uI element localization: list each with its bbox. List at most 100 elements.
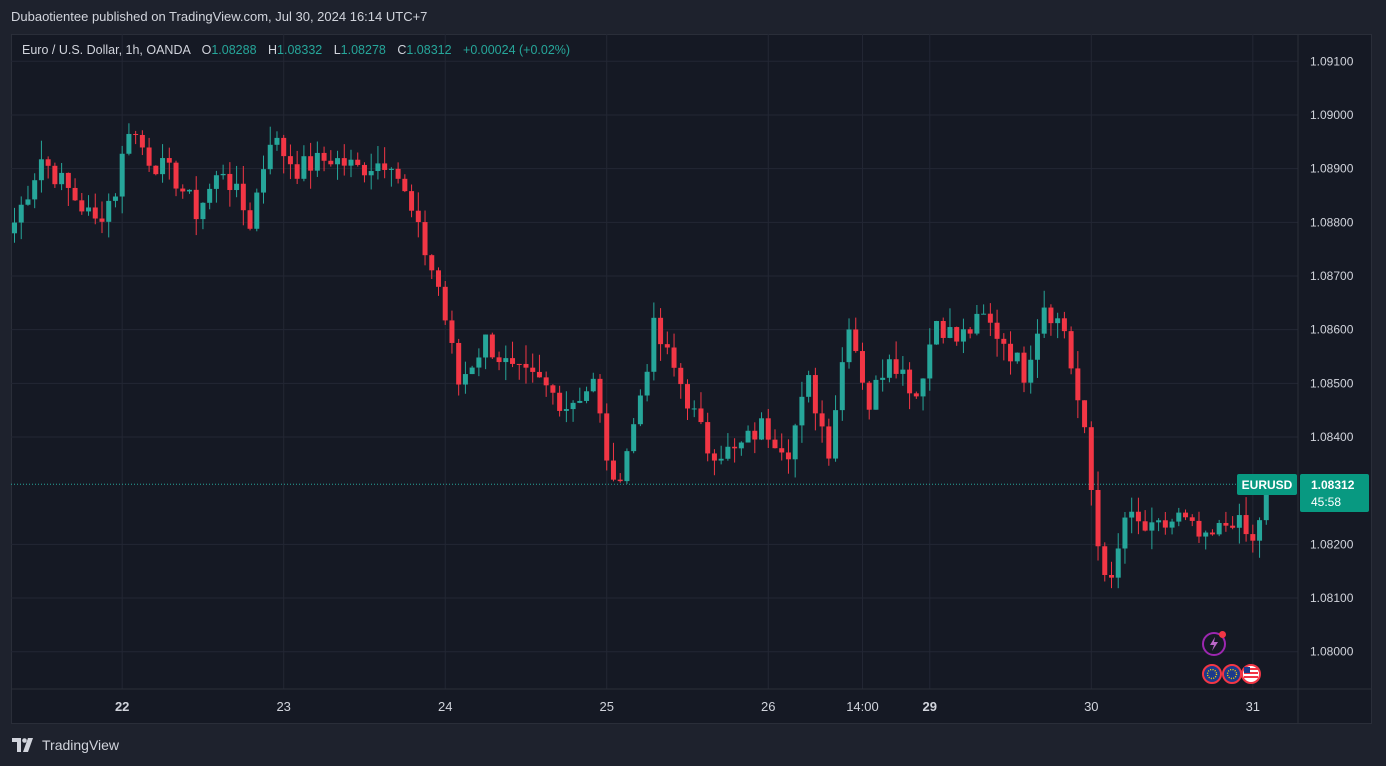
candle-body (99, 218, 105, 222)
candle-body (691, 408, 697, 410)
candle-body (38, 159, 44, 181)
candle-body (254, 192, 260, 229)
candle-body (139, 134, 145, 148)
open-value: 1.08288 (211, 43, 257, 57)
candle-body (213, 175, 219, 189)
price-tick-label: 1.08700 (1310, 269, 1354, 283)
candle-body (79, 200, 85, 212)
candle-body (1156, 520, 1162, 523)
candle-body (1102, 546, 1108, 575)
footer-bar (0, 724, 1386, 766)
candle-body (833, 410, 839, 459)
eu-flag-icon[interactable] (1202, 664, 1222, 684)
candle-body (489, 334, 495, 358)
candle-body (1243, 515, 1249, 535)
candle-body (658, 317, 664, 345)
chart-frame[interactable] (11, 34, 1372, 724)
candle-body (1209, 532, 1215, 535)
candle-body (166, 158, 172, 163)
candle-body (415, 210, 421, 223)
candle-body (1176, 512, 1182, 522)
candle-body (321, 152, 327, 161)
candle-body (1183, 512, 1189, 518)
candle-body (960, 329, 966, 342)
price-tag: 1.08312 45:58 (1300, 474, 1369, 512)
candle-body (839, 362, 845, 411)
candle-body (1129, 511, 1135, 518)
change-value: +0.00024 (+0.02%) (463, 43, 571, 57)
candle-body (59, 172, 65, 185)
candle-body (355, 159, 361, 165)
candle-body (496, 357, 502, 363)
candle-body (1115, 548, 1121, 578)
candle-body (72, 187, 78, 201)
candle-body (375, 163, 381, 172)
chart-canvas[interactable]: 1.09100 1.09000 1.08900 1.08800 1.08700 1.086… (0, 0, 1386, 724)
eu-flag-icon[interactable] (1222, 664, 1242, 684)
candle-body (987, 313, 993, 323)
candle-layer (12, 123, 1276, 589)
candle-body (476, 357, 482, 368)
candle-body (1263, 484, 1269, 521)
time-tick-label: 31 (1246, 699, 1260, 714)
flash-icon[interactable] (1202, 631, 1226, 656)
candle-body (1014, 352, 1020, 362)
price-tick-label: 1.08100 (1310, 591, 1354, 605)
candle-body (1075, 368, 1081, 401)
candle-body (738, 442, 744, 449)
candle-body (604, 413, 610, 461)
candle-body (785, 452, 791, 460)
candle-body (193, 189, 199, 220)
candle-body (274, 137, 280, 145)
candle-body (725, 446, 731, 459)
candle-body (590, 378, 596, 392)
candle-body (112, 196, 118, 201)
time-tick-label: 26 (761, 699, 775, 714)
candle-body (967, 329, 973, 334)
open-label: O (201, 43, 212, 57)
us-flag-icon[interactable] (1241, 664, 1261, 684)
candle-body (994, 322, 1000, 339)
candle-body (792, 425, 798, 460)
candle-body (92, 207, 98, 219)
candle-body (772, 439, 778, 449)
candle-body (25, 199, 31, 205)
candle-body (563, 409, 569, 411)
candle-body (247, 210, 253, 229)
price-tick-label: 1.08900 (1310, 162, 1354, 176)
candle-body (314, 152, 320, 171)
candle-body (261, 169, 267, 193)
price-tick-label: 1.08400 (1310, 430, 1354, 444)
candle-body (893, 359, 899, 374)
candle-body (1055, 318, 1061, 324)
candle-body (1162, 520, 1168, 528)
tradingview-brand[interactable]: TradingView (12, 737, 119, 753)
candle-body (469, 367, 475, 375)
candle-body (698, 408, 704, 423)
candle-body (106, 200, 112, 222)
bar-countdown: 45:58 (1311, 495, 1342, 509)
candle-body (557, 392, 563, 411)
high-value: 1.08332 (277, 43, 323, 57)
publisher-line: Dubaotientee published on TradingView.co… (11, 9, 428, 24)
candle-body (651, 317, 657, 372)
candle-body (880, 377, 886, 380)
candle-body (382, 163, 388, 170)
candle-body (577, 400, 583, 403)
candle-body (1034, 333, 1040, 360)
candle-body (422, 222, 428, 256)
candle-body (65, 172, 71, 188)
candle-body (1082, 400, 1088, 428)
candle-body (927, 344, 933, 379)
candle-body (543, 377, 549, 386)
candle-body (900, 369, 906, 374)
candle-body (678, 367, 684, 385)
candle-body (765, 418, 771, 440)
candle-body (180, 188, 186, 192)
candle-body (153, 165, 159, 175)
price-axis: 1.09100 1.09000 1.08900 1.08800 1.08700 1.086… (1310, 54, 1354, 658)
candle-body (745, 430, 751, 443)
candle-body (1257, 520, 1263, 541)
candle-body (671, 347, 677, 368)
candle-body (220, 173, 226, 176)
